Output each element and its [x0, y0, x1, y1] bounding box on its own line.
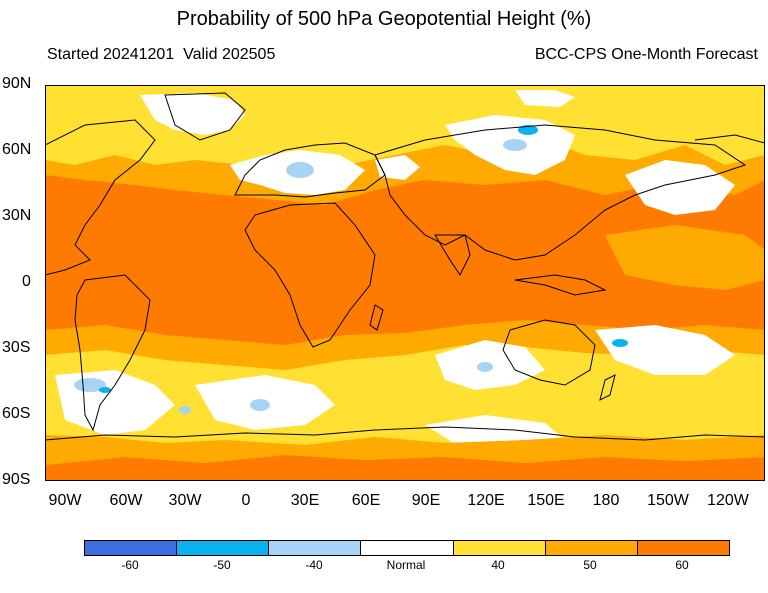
legend-label-40: 40 [491, 558, 505, 572]
coast-australia [502, 319, 596, 386]
field-60-antarctic [45, 455, 765, 481]
legend-label-minus40: -40 [305, 558, 323, 572]
coast-alaska [694, 134, 765, 144]
coast-antarctica [45, 426, 765, 441]
lat-label-30s: 30S [2, 339, 31, 356]
coast-south-america [74, 274, 151, 432]
lat-label-90s: 90S [2, 471, 31, 488]
lon-label-120w: 120W [707, 492, 749, 509]
legend-swatch-1 [177, 541, 270, 555]
legend-label-60: 60 [675, 558, 689, 572]
legend-swatch-4 [453, 541, 546, 555]
lon-label-30w: 30W [168, 492, 202, 509]
field-normal-arctic [515, 90, 575, 107]
lon-label-150w: 150W [647, 492, 689, 509]
lat-label-60n: 60N [2, 141, 32, 158]
field-normal-pacific-n [625, 160, 735, 215]
legend-label-50: 50 [583, 558, 597, 572]
field-50-antarctic [45, 435, 765, 465]
probability-map [45, 85, 765, 481]
legend-swatch-5 [545, 541, 638, 555]
field-below40-s-africa [250, 399, 270, 411]
coast-greenland [164, 92, 246, 141]
field-below40-s-america [74, 378, 106, 392]
forecast-source: BCC-CPS One-Month Forecast [534, 46, 758, 63]
lon-label-90e: 90E [411, 492, 441, 509]
legend-swatch-3 [361, 541, 454, 555]
lon-label-120e: 120E [467, 492, 505, 509]
legend-swatch-6 [637, 541, 729, 555]
lat-label-30n: 30N [2, 207, 32, 224]
lon-label-180: 180 [592, 492, 620, 509]
map-field [45, 85, 765, 481]
coast-africa [244, 202, 376, 348]
field-normal-east-europe [375, 155, 420, 180]
legend-label-normal: Normal [386, 558, 426, 572]
legend-colorbar [84, 540, 730, 556]
coast-north-america [45, 119, 156, 276]
coast-madagascar [369, 304, 384, 331]
lon-label-150e: 150E [527, 492, 565, 509]
chart-title: Probability of 500 hPa Geopotential Heig… [176, 8, 592, 30]
lon-label-90w: 90W [48, 492, 82, 509]
field-below40-south [179, 406, 191, 414]
coast-asia [374, 124, 747, 261]
field-below40-europe [286, 162, 314, 178]
lat-label-0: 0 [22, 273, 31, 290]
legend-swatch-0 [85, 541, 178, 555]
field-below40-siberia [503, 139, 527, 151]
legend-swatch-2 [269, 541, 362, 555]
lat-label-60s: 60S [2, 405, 31, 422]
field-below50-s-pacific [612, 339, 628, 347]
field-below40-australia [477, 362, 493, 372]
coast-maritime [514, 274, 607, 296]
lon-label-30e: 30E [290, 492, 320, 509]
coast-new-zealand [599, 374, 616, 401]
field-50-tropics-pacific [605, 225, 765, 290]
coast-india [434, 234, 471, 276]
lon-label-60e: 60E [351, 492, 381, 509]
field-normal-s-pacific [595, 325, 735, 375]
coastlines [45, 92, 765, 441]
field-normal-greenland [140, 93, 245, 135]
field-below50-siberia [518, 125, 538, 135]
lon-label-60w: 60W [109, 492, 143, 509]
legend-label-minus60: -60 [121, 558, 139, 572]
lat-label-90n: 90N [2, 75, 32, 92]
field-below40-s-atlantic [99, 387, 111, 393]
legend-label-minus50: -50 [213, 558, 231, 572]
lon-label-0: 0 [241, 492, 251, 509]
forecast-dates: Started 20241201 Valid 202505 [47, 46, 276, 63]
